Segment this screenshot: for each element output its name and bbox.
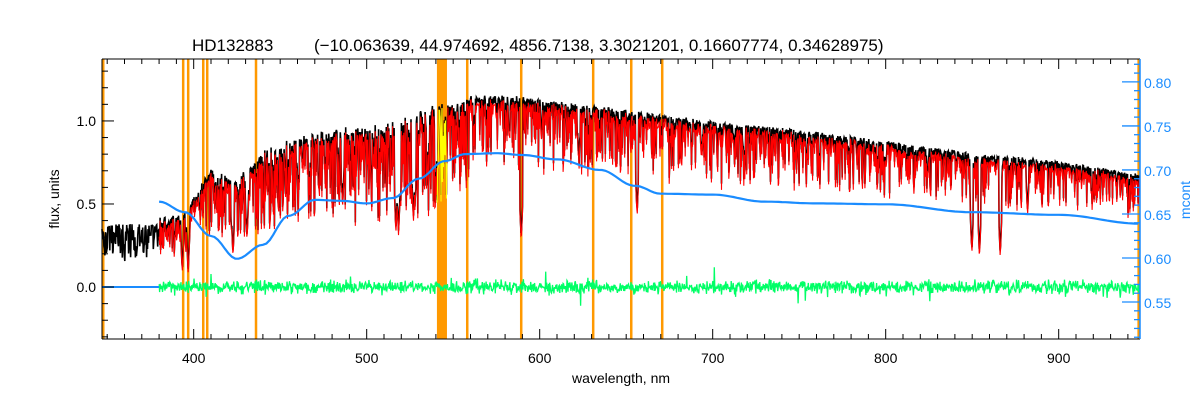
mask-region — [436, 59, 447, 339]
mask-region — [629, 59, 633, 339]
y2-tick-label: 0.60 — [1144, 251, 1171, 267]
x-tick-label: 400 — [182, 350, 206, 366]
y2-tick-label: 0.80 — [1144, 75, 1171, 91]
y2-tick-label: 0.55 — [1144, 295, 1171, 311]
residual-line — [158, 267, 1141, 306]
y2-axis-label: mcont — [1177, 181, 1193, 219]
x-tick-label: 900 — [1047, 350, 1071, 366]
model-spectrum-line — [158, 99, 1140, 273]
y-tick-label: 0.5 — [77, 196, 97, 212]
chart-title-params: (−10.063639, 44.974692, 4856.7138, 3.302… — [314, 36, 884, 55]
mcont-line — [158, 152, 1139, 260]
x-tick-label: 700 — [701, 350, 725, 366]
y-tick-label: 0.0 — [77, 279, 97, 295]
y-tick-label: 1.0 — [77, 113, 97, 129]
y2-tick-label: 0.65 — [1144, 207, 1171, 223]
axes: 400 500 600 700 800 900 0.0 0.5 1.0 0.55 0.60 0.65 0… — [77, 58, 1171, 366]
y2-tick-label: 0.75 — [1144, 119, 1171, 135]
x-tick-label: 600 — [528, 350, 552, 366]
mask-region — [181, 59, 185, 339]
x-tick-label: 800 — [874, 350, 898, 366]
mask-region — [102, 59, 105, 339]
chart-title-object: HD132883 — [192, 36, 273, 55]
mask-region — [186, 59, 190, 339]
y2-tick-label: 0.70 — [1144, 163, 1171, 179]
series-layer — [101, 94, 1141, 306]
mask-region — [465, 59, 469, 339]
masked-model-segment — [436, 108, 448, 203]
mask-region — [660, 59, 664, 339]
mask-region — [591, 59, 595, 339]
y-axis-label: flux, units — [46, 169, 62, 228]
x-axis-label: wavelength, nm — [571, 370, 670, 386]
mask-region — [519, 59, 523, 339]
x-tick-label: 500 — [355, 350, 379, 366]
